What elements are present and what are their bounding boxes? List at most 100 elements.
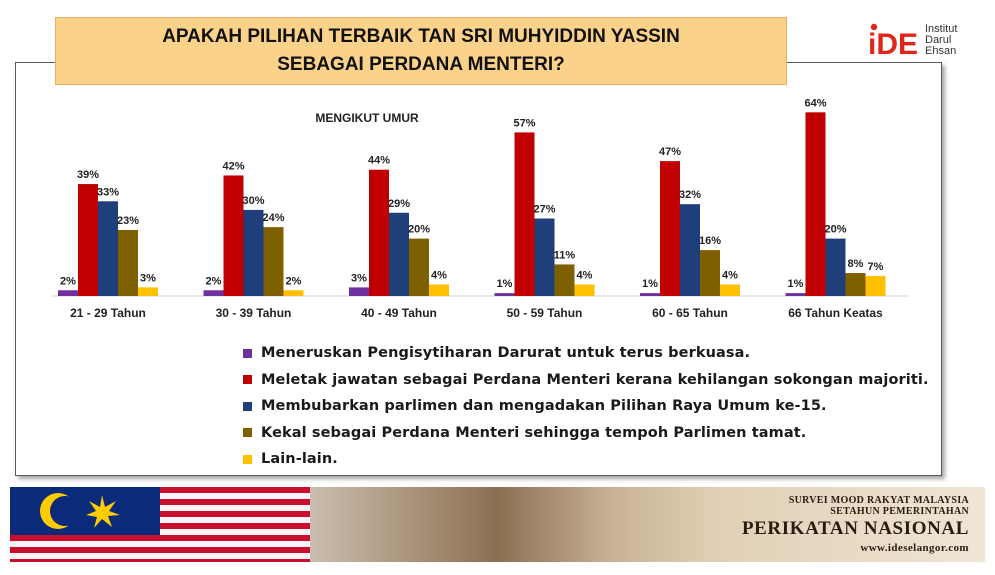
footer-banner: SURVEI MOOD RAKYAT MALAYSIA SETAHUN PEME…: [10, 487, 985, 562]
x-tick-label-5: 60 - 65 Tahun: [652, 306, 728, 320]
chart-frame: [15, 62, 942, 476]
chart-title: MENGIKUT UMUR: [315, 111, 419, 125]
data-label-3-6: 20%: [824, 224, 846, 236]
bar-5-6: [865, 275, 886, 296]
data-label-2-2: 42%: [222, 160, 244, 172]
data-label-5-1: 3%: [140, 272, 156, 284]
data-label-2-5: 47%: [659, 146, 681, 158]
bar-5-5: [720, 284, 740, 296]
data-label-4-1: 23%: [117, 215, 139, 227]
legend-item-3: Membubarkan parlimen dan mengadakan Pili…: [243, 393, 929, 420]
data-label-2-3: 44%: [368, 155, 390, 167]
legend-item-2: Meletak jawatan sebagai Perdana Menteri …: [243, 367, 929, 394]
bar-chart: MENGIKUT UMUR 2% 39% 33% 23% 3% 21 - 29 Tahun 2…: [52, 97, 908, 320]
bar-2-1: [78, 184, 98, 296]
data-label-3-5: 32%: [679, 189, 701, 201]
logo-line3: Ehsan: [925, 45, 957, 57]
bar-1-5: [640, 293, 660, 296]
banner-website-link[interactable]: www.ideselangor.com: [860, 542, 969, 554]
bar-1-3: [349, 287, 369, 296]
data-label-2-4: 57%: [513, 117, 535, 129]
ide-logo: iDE: [868, 23, 918, 61]
bar-2-6: [805, 112, 826, 296]
data-label-1-1: 2%: [60, 275, 76, 287]
x-tick-label-4: 50 - 59 Tahun: [507, 306, 583, 320]
data-label-5-3: 4%: [431, 270, 447, 282]
data-label-5-4: 4%: [577, 270, 593, 282]
data-label-2-1: 39%: [77, 169, 99, 181]
data-label-5-2: 2%: [286, 275, 302, 287]
banner-line1: SURVEI MOOD RAKYAT MALAYSIA: [788, 495, 969, 506]
legend-item-4: Kekal sebagai Perdana Menteri sehingga t…: [243, 420, 929, 447]
data-label-1-3: 3%: [351, 272, 367, 284]
banner-line3: PERIKATAN NASIONAL: [741, 518, 969, 539]
data-label-4-2: 24%: [262, 212, 284, 224]
data-label-4-5: 16%: [699, 235, 721, 247]
legend-label: Meletak jawatan sebagai Perdana Menteri …: [261, 371, 929, 388]
bar-2-2: [223, 175, 244, 296]
legend-swatch: [243, 348, 252, 358]
bar-3-2: [243, 209, 264, 296]
bar-2-3: [369, 169, 389, 296]
data-label-3-4: 27%: [533, 204, 555, 216]
data-label-1-2: 2%: [206, 275, 222, 287]
bar-4-2: [263, 227, 284, 296]
page-title-line2: SEBAGAI PERDANA MENTERI?: [277, 54, 565, 75]
bar-1-6: [785, 293, 806, 296]
bar-3-5: [680, 204, 700, 296]
bar-4-5: [700, 250, 720, 296]
logo-mark: iDE: [868, 28, 918, 61]
bar-2-5: [660, 161, 680, 296]
data-label-1-6: 1%: [788, 278, 804, 290]
legend-label: Meneruskan Pengisytiharan Darurat untuk …: [261, 345, 751, 362]
legend-label: Kekal sebagai Perdana Menteri sehingga t…: [261, 424, 807, 441]
legend-swatch: [243, 401, 252, 411]
bar-5-2: [283, 290, 304, 296]
bar-3-3: [389, 212, 409, 296]
data-label-4-4: 11%: [554, 249, 576, 261]
x-tick-label-6: 66 Tahun Keatas: [788, 306, 883, 320]
bar-5-3: [429, 284, 449, 296]
bar-5-1: [138, 287, 158, 296]
page-title-line1: APAKAH PILIHAN TERBAIK TAN SRI MUHYIDDIN…: [162, 26, 680, 47]
banner-line2: SETAHUN PEMERINTAHAN: [830, 506, 969, 517]
legend-swatch: [243, 375, 252, 385]
bar-2-4: [514, 132, 535, 296]
legend-item-1: Meneruskan Pengisytiharan Darurat untuk …: [243, 340, 929, 367]
x-tick-label-3: 40 - 49 Tahun: [361, 306, 437, 320]
legend-label: Lain-lain.: [261, 451, 338, 468]
bar-4-3: [409, 238, 429, 296]
data-label-4-3: 20%: [408, 224, 430, 236]
bar-3-6: [825, 238, 846, 296]
logo-line1: Institut: [925, 23, 958, 35]
bar-3-1: [98, 201, 118, 296]
x-tick-label-2: 30 - 39 Tahun: [216, 306, 292, 320]
legend-swatch: [243, 454, 252, 464]
data-label-3-2: 30%: [242, 195, 264, 207]
legend-label: Membubarkan parlimen dan mengadakan Pili…: [261, 398, 827, 415]
bar-5-4: [574, 284, 595, 296]
bar-4-1: [118, 229, 138, 296]
bar-4-6: [845, 273, 866, 296]
title-box: APAKAH PILIHAN TERBAIK TAN SRI MUHYIDDIN…: [55, 17, 787, 85]
logo-line2: Darul: [925, 34, 952, 46]
malaysia-flag-graphic: [10, 487, 310, 562]
data-label-3-3: 29%: [388, 198, 410, 210]
chart-legend: Meneruskan Pengisytiharan Darurat untuk …: [243, 340, 929, 473]
data-label-3-1: 33%: [97, 186, 119, 198]
data-label-5-5: 4%: [722, 270, 738, 282]
bar-1-4: [494, 293, 515, 296]
data-label-5-6: 7%: [868, 261, 884, 273]
data-label-2-6: 64%: [804, 97, 826, 109]
banner-text: SURVEI MOOD RAKYAT MALAYSIA SETAHUN PEME…: [742, 495, 969, 554]
data-label-4-6: 8%: [848, 258, 864, 270]
data-label-1-5: 1%: [642, 278, 658, 290]
bar-1-1: [58, 290, 78, 296]
bar-1-2: [203, 290, 224, 296]
data-label-1-4: 1%: [497, 278, 513, 290]
legend-item-5: Lain-lain.: [243, 446, 929, 473]
logo-text: Institut Darul Ehsan: [925, 24, 957, 57]
bar-4-4: [554, 264, 575, 296]
legend-swatch: [243, 428, 252, 438]
x-tick-label-1: 21 - 29 Tahun: [70, 306, 146, 320]
